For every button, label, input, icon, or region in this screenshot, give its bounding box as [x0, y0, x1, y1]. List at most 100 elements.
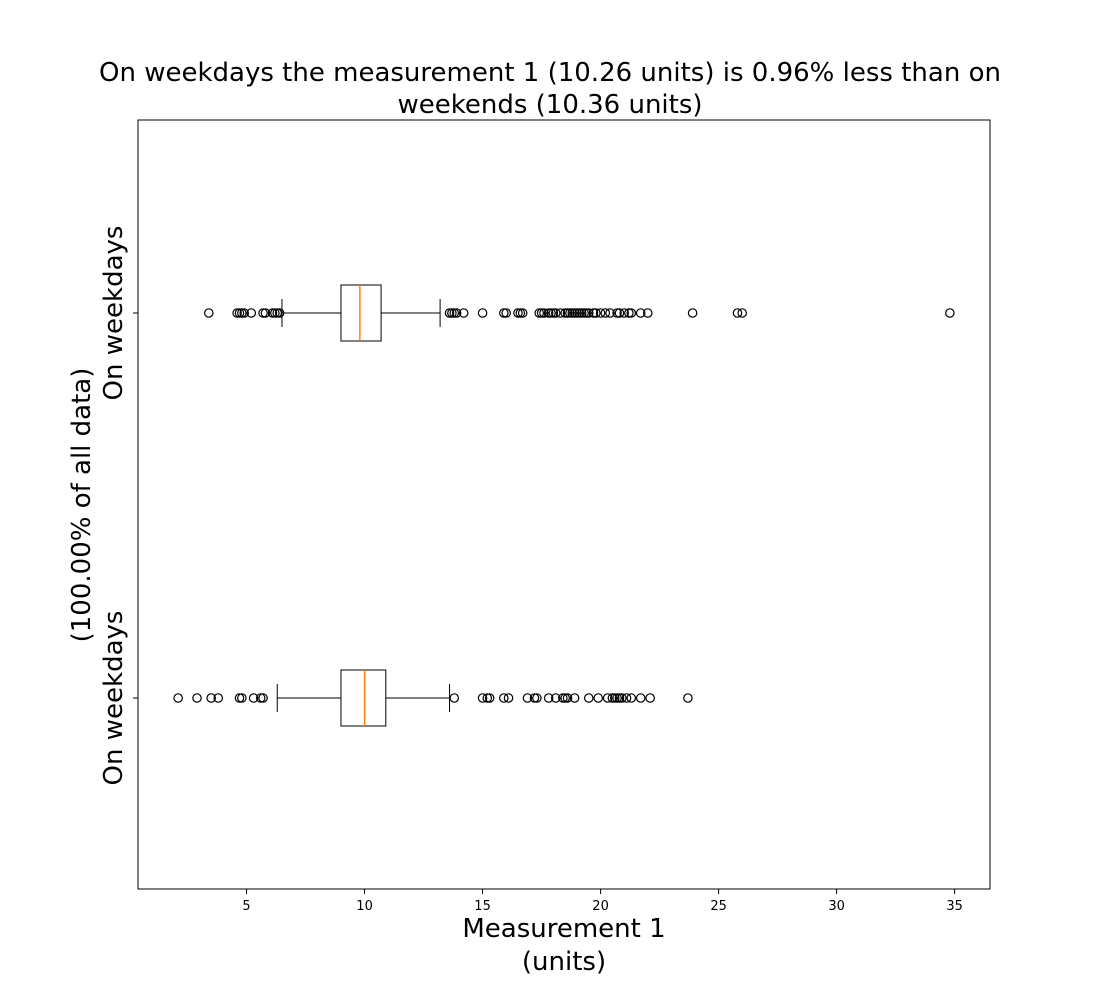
- box-iqr: [340, 284, 382, 342]
- outlier-point: [246, 308, 257, 318]
- outlier-point: [484, 693, 495, 703]
- outlier-point: [536, 308, 547, 318]
- outlier-point: [529, 693, 540, 703]
- outlier-point: [635, 308, 646, 318]
- x-tick-label: 35: [946, 899, 963, 914]
- outlier-point: [550, 308, 561, 318]
- outlier-point: [602, 693, 613, 703]
- outlier-point: [499, 693, 509, 703]
- outlier-point: [593, 693, 604, 703]
- x-tick-label: 10: [356, 899, 373, 914]
- outlier-point: [548, 308, 559, 318]
- outlier-point: [501, 308, 511, 318]
- outlier-point: [444, 308, 455, 318]
- outlier-point: [567, 308, 578, 318]
- outlier-point: [732, 308, 743, 318]
- outlier-point: [447, 308, 457, 318]
- outlier-point: [267, 308, 278, 318]
- outlier-point: [213, 693, 224, 703]
- x-tick-label: 15: [474, 899, 491, 914]
- outlier-point: [612, 693, 622, 703]
- outlier-point: [576, 308, 587, 318]
- outlier-point: [255, 693, 266, 703]
- outlier-point: [588, 308, 599, 318]
- outlier-point: [532, 693, 542, 703]
- outlier-point: [562, 308, 573, 318]
- outlier-point: [558, 693, 568, 703]
- outlier-point: [239, 308, 250, 318]
- outlier-point: [617, 693, 627, 703]
- outlier-point: [560, 308, 570, 318]
- outlier-point: [237, 693, 247, 703]
- outlier-point: [572, 308, 582, 318]
- outlier-point: [234, 308, 245, 318]
- outlier-point: [550, 693, 561, 703]
- outlier-point: [737, 308, 747, 318]
- x-tick-label: 5: [242, 899, 250, 914]
- outlier-point: [614, 308, 625, 318]
- outlier-point: [517, 308, 528, 318]
- plot-area: [137, 119, 991, 890]
- outlier-point: [626, 693, 637, 703]
- outlier-point: [581, 308, 592, 318]
- outlier-point: [449, 693, 460, 703]
- box-series: [204, 284, 955, 342]
- outlier-point: [449, 308, 460, 318]
- box-plot-series: [173, 284, 955, 727]
- outlier-point: [645, 693, 655, 703]
- outlier-point: [503, 693, 514, 703]
- x-tick-label: 30: [828, 899, 845, 914]
- outlier-point: [642, 308, 653, 318]
- outlier-point: [204, 308, 214, 318]
- outlier-point: [206, 693, 216, 703]
- outlier-point: [546, 308, 556, 318]
- outlier-point: [607, 693, 618, 703]
- outlier-point: [624, 308, 634, 318]
- outlier-point: [569, 693, 580, 703]
- x-axis-label-line-1: Measurement 1: [462, 914, 666, 944]
- plot-frame: [137, 119, 991, 890]
- chart-title-line-1: On weekdays the measurement 1 (10.26 uni…: [99, 58, 1001, 88]
- outlier-point: [614, 693, 625, 703]
- x-tick-label: 25: [710, 899, 727, 914]
- outlier-point: [683, 693, 693, 703]
- outlier-point: [583, 308, 594, 318]
- chart-title-line-2: weekends (10.36 units): [397, 90, 703, 120]
- outlier-point: [237, 308, 247, 318]
- x-axis-label-line-2: (units): [521, 947, 607, 977]
- outlier-point: [515, 308, 526, 318]
- y-tick-label-weekdays-bottom: On weekdays: [99, 610, 129, 786]
- outlier-point: [687, 308, 698, 318]
- outlier-point: [635, 693, 646, 703]
- outlier-point: [272, 308, 283, 318]
- outlier-point: [569, 308, 580, 318]
- outlier-point: [591, 308, 601, 318]
- outlier-point: [612, 308, 622, 318]
- outlier-point: [499, 308, 509, 318]
- outlier-point: [543, 308, 554, 318]
- outlier-point: [451, 308, 462, 318]
- outlier-point: [458, 308, 469, 318]
- y-axis-label: (100.00% of all data): [67, 367, 97, 643]
- outlier-point: [574, 308, 585, 318]
- outlier-point: [626, 308, 637, 318]
- y-tick-label-weekdays-top: On weekdays: [99, 225, 129, 401]
- outlier-point: [477, 308, 488, 318]
- outlier-point: [562, 693, 573, 703]
- outlier-point: [477, 693, 488, 703]
- outlier-point: [534, 308, 545, 318]
- outlier-point: [560, 693, 570, 703]
- box-iqr: [340, 669, 387, 727]
- outlier-point: [260, 308, 271, 318]
- outlier-point: [579, 308, 589, 318]
- box-series: [173, 669, 693, 727]
- outlier-point: [609, 693, 620, 703]
- outlier-point: [234, 693, 245, 703]
- outlier-point: [600, 308, 611, 318]
- outlier-point: [258, 693, 268, 703]
- outlier-point: [555, 308, 566, 318]
- outlier-point: [543, 693, 554, 703]
- x-tick-label: 20: [592, 899, 609, 914]
- outlier-point: [232, 308, 242, 318]
